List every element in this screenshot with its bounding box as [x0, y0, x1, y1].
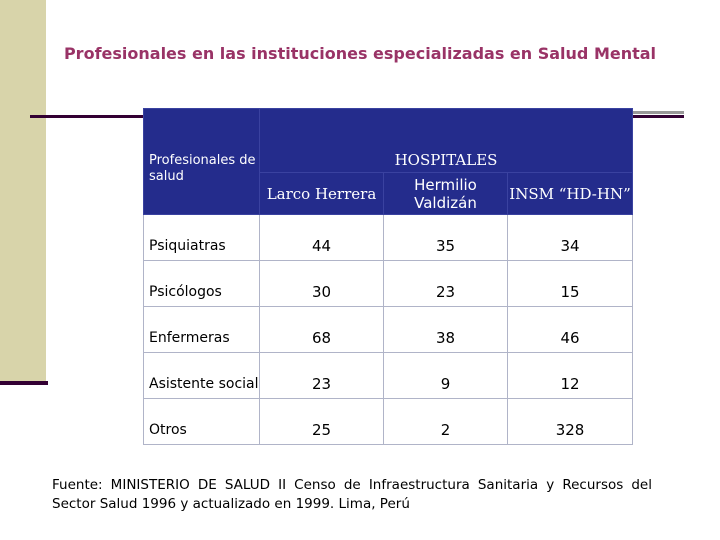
value-cell: 2	[383, 398, 508, 445]
value-cell: 23	[259, 352, 384, 399]
hospital-label: INSM “HD-HN”	[509, 184, 631, 203]
row-label-cell: Enfermeras	[143, 306, 260, 353]
cell-value: 9	[440, 375, 451, 393]
table-row: Otros 25 2 328	[143, 398, 634, 445]
source-footnote: Fuente: MINISTERIO DE SALUD II Censo de …	[52, 477, 652, 512]
cell-value: 15	[560, 283, 580, 301]
table-row: Enfermeras 68 38 46	[143, 306, 634, 353]
row-label: Asistente social	[149, 376, 259, 392]
hospital-header-hermilio-valdizan: Hermilio Valdizán	[383, 172, 508, 215]
cell-value: 25	[311, 421, 332, 439]
value-cell: 30	[259, 260, 384, 307]
value-cell: 34	[506, 214, 634, 261]
table-row: Psiquiatras 44 35 34	[143, 214, 634, 261]
professionals-table: Profesionales de salud HOSPITALES Larco …	[143, 108, 634, 445]
cell-value: 46	[560, 329, 580, 347]
cell-value: 328	[555, 421, 585, 439]
hospital-label: Larco Herrera	[266, 184, 377, 203]
decorative-side-bar	[0, 0, 46, 383]
cell-value: 2	[440, 421, 451, 439]
row-label-cell: Asistente social	[143, 352, 260, 399]
row-header-label: Profesionales de salud	[149, 153, 256, 184]
value-cell: 12	[506, 352, 634, 399]
group-header-cell: HOSPITALES	[258, 108, 634, 173]
decorative-rule-left	[30, 115, 144, 118]
value-cell: 46	[506, 306, 634, 353]
row-label-cell: Psiquiatras	[143, 214, 260, 261]
row-label: Psiquiatras	[149, 238, 226, 254]
cell-value: 68	[311, 329, 332, 347]
table-row: Psicólogos 30 23 15	[143, 260, 634, 307]
cell-value: 12	[560, 375, 580, 393]
cell-value: 34	[560, 237, 580, 255]
value-cell: 35	[383, 214, 508, 261]
cell-value: 30	[311, 283, 332, 301]
row-label: Otros	[149, 422, 187, 438]
group-header-label: HOSPITALES	[394, 151, 498, 169]
cell-value: 23	[311, 375, 332, 393]
value-cell: 328	[506, 398, 634, 445]
value-cell: 15	[506, 260, 634, 307]
cell-value: 35	[435, 237, 456, 255]
value-cell: 23	[383, 260, 508, 307]
cell-value: 38	[435, 329, 456, 347]
value-cell: 9	[383, 352, 508, 399]
cell-value: 23	[435, 283, 456, 301]
hospital-header-insm: INSM “HD-HN”	[506, 172, 634, 215]
row-label: Psicólogos	[149, 284, 222, 300]
table-row: Asistente social 23 9 12	[143, 352, 634, 399]
row-label-cell: Otros	[143, 398, 260, 445]
hospital-header-larco-herrera: Larco Herrera	[259, 172, 384, 215]
page-title: Profesionales en las instituciones espec…	[63, 44, 657, 63]
value-cell: 68	[259, 306, 384, 353]
row-label-cell: Psicólogos	[143, 260, 260, 307]
value-cell: 25	[259, 398, 384, 445]
decorative-rule-right	[632, 115, 684, 118]
cell-value: 44	[311, 237, 332, 255]
row-header-cell: Profesionales de salud	[143, 108, 260, 215]
row-label: Enfermeras	[149, 330, 230, 346]
decorative-rule-right-gray	[632, 111, 684, 114]
value-cell: 38	[383, 306, 508, 353]
hospital-label: Hermilio Valdizán	[414, 175, 477, 212]
decorative-side-line	[0, 381, 48, 385]
value-cell: 44	[259, 214, 384, 261]
